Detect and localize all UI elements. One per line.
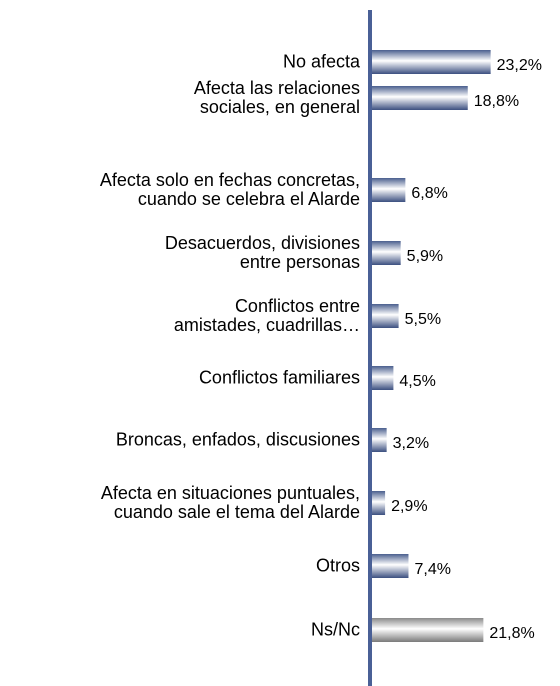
bar bbox=[370, 618, 484, 642]
category-label: Desacuerdos, divisiones entre personas bbox=[164, 233, 360, 272]
value-label: 2,9% bbox=[391, 498, 427, 515]
value-label: 6,8% bbox=[411, 185, 447, 202]
category-label: Conflictos familiares bbox=[198, 367, 360, 388]
value-label: 23,2% bbox=[497, 57, 542, 74]
value-label: 3,2% bbox=[393, 435, 429, 452]
value-label: 7,4% bbox=[414, 561, 450, 578]
value-label: 4,5% bbox=[399, 373, 435, 390]
category-label: Conflictos entre amistades, cuadrillas… bbox=[173, 296, 360, 335]
bar bbox=[370, 428, 387, 452]
bar bbox=[370, 491, 386, 515]
category-label: Broncas, enfados, discusiones bbox=[115, 429, 360, 450]
category-label: Otros bbox=[315, 555, 360, 576]
bar bbox=[370, 178, 406, 202]
value-label: 5,5% bbox=[405, 311, 441, 328]
category-label: Afecta solo en fechas concretas, cuando … bbox=[99, 170, 360, 209]
category-label: Ns/Nc bbox=[311, 619, 360, 640]
value-label: 5,9% bbox=[407, 248, 443, 265]
value-label: 21,8% bbox=[489, 625, 534, 642]
value-label: 18,8% bbox=[474, 93, 519, 110]
bar bbox=[370, 304, 399, 328]
category-label: No afecta bbox=[282, 51, 360, 72]
bar bbox=[370, 554, 409, 578]
bar bbox=[370, 366, 394, 390]
bar bbox=[370, 50, 491, 74]
bar bbox=[370, 86, 468, 110]
category-label: Afecta en situaciones puntuales, cuando … bbox=[100, 483, 360, 522]
category-label: Afecta las relaciones sociales, en gener… bbox=[193, 78, 360, 117]
bar bbox=[370, 241, 401, 265]
